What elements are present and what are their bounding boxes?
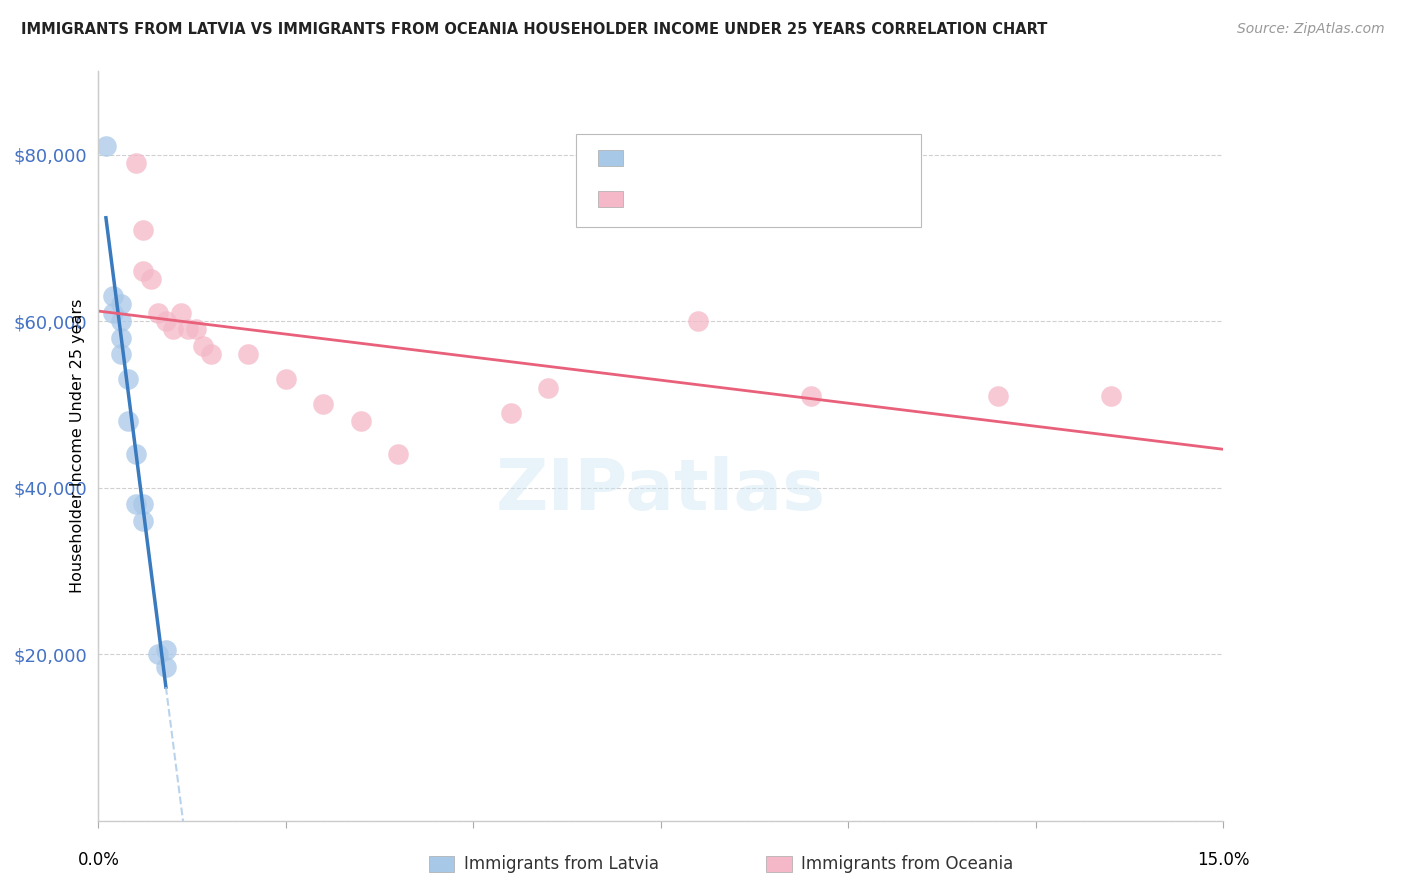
Point xyxy=(537,381,560,395)
Point xyxy=(139,272,162,286)
Point xyxy=(110,331,132,345)
Point xyxy=(148,306,170,320)
Point xyxy=(499,406,522,420)
Point xyxy=(238,347,260,361)
Y-axis label: Householder Income Under 25 years: Householder Income Under 25 years xyxy=(69,299,84,593)
Point xyxy=(200,347,222,361)
Point xyxy=(132,514,155,528)
Point xyxy=(110,347,132,361)
Point xyxy=(103,306,125,320)
Point xyxy=(274,372,297,386)
Point xyxy=(117,414,139,428)
Text: ZIPatlas: ZIPatlas xyxy=(496,457,825,525)
Point xyxy=(94,139,117,153)
Point xyxy=(125,497,148,511)
Point xyxy=(110,297,132,311)
Point xyxy=(193,339,215,353)
Point xyxy=(184,322,207,336)
Text: Source: ZipAtlas.com: Source: ZipAtlas.com xyxy=(1237,22,1385,37)
Point xyxy=(688,314,710,328)
Text: N =: N = xyxy=(763,190,800,208)
Text: -0.130: -0.130 xyxy=(675,190,734,208)
Text: Immigrants from Oceania: Immigrants from Oceania xyxy=(801,855,1014,873)
Text: 23: 23 xyxy=(806,190,830,208)
Point xyxy=(117,372,139,386)
Text: R =: R = xyxy=(634,190,671,208)
Text: -0.582: -0.582 xyxy=(675,149,734,167)
Point xyxy=(155,643,177,657)
Text: R =: R = xyxy=(634,149,671,167)
Point xyxy=(132,264,155,278)
Point xyxy=(312,397,335,411)
Point xyxy=(162,322,184,336)
Point xyxy=(148,647,170,661)
Point xyxy=(103,289,125,303)
Point xyxy=(800,389,823,403)
Text: 0.0%: 0.0% xyxy=(77,851,120,869)
Point xyxy=(155,314,177,328)
Point xyxy=(350,414,373,428)
Text: N =: N = xyxy=(763,149,800,167)
Point xyxy=(177,322,200,336)
Text: IMMIGRANTS FROM LATVIA VS IMMIGRANTS FROM OCEANIA HOUSEHOLDER INCOME UNDER 25 YE: IMMIGRANTS FROM LATVIA VS IMMIGRANTS FRO… xyxy=(21,22,1047,37)
Point xyxy=(125,156,148,170)
Text: 15.0%: 15.0% xyxy=(1197,851,1250,869)
Point xyxy=(132,497,155,511)
Text: 16: 16 xyxy=(806,149,828,167)
Point xyxy=(170,306,193,320)
Point xyxy=(987,389,1010,403)
Point xyxy=(1099,389,1122,403)
Point xyxy=(110,314,132,328)
Point xyxy=(125,447,148,461)
Text: Immigrants from Latvia: Immigrants from Latvia xyxy=(464,855,659,873)
Point xyxy=(387,447,409,461)
Point xyxy=(155,659,177,673)
Point xyxy=(132,222,155,236)
